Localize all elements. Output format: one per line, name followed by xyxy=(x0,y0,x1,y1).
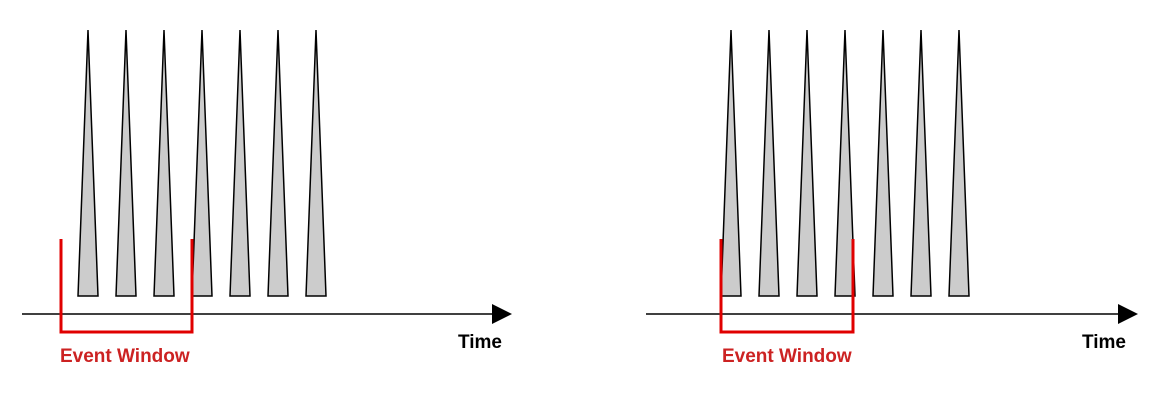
time-axis-label-left: Time xyxy=(458,332,502,353)
pulse xyxy=(758,29,780,297)
event-window-label-left: Event Window xyxy=(60,346,190,367)
right-panel: Time Event Window xyxy=(646,29,1138,367)
pulse xyxy=(910,29,932,297)
pulse xyxy=(153,29,175,297)
pulse xyxy=(115,29,137,297)
pulse xyxy=(191,29,213,297)
pulse xyxy=(267,29,289,297)
event-window-bracket-left xyxy=(59,239,194,334)
time-axis-label-right: Time xyxy=(1082,332,1126,353)
pulse-train-left xyxy=(77,29,327,297)
pulse xyxy=(229,29,251,297)
pulse xyxy=(305,29,327,297)
pulse xyxy=(796,29,818,297)
pulse-train-right xyxy=(720,29,970,297)
time-axis-arrowhead-right xyxy=(1118,304,1138,324)
time-axis-arrowhead-left xyxy=(492,304,512,324)
pulse xyxy=(834,29,856,297)
pulse xyxy=(720,29,742,297)
event-window-label-right: Event Window xyxy=(722,346,852,367)
event-window-bracket-right xyxy=(719,239,855,334)
pulse xyxy=(77,29,99,297)
pulse xyxy=(872,29,894,297)
pulse xyxy=(948,29,970,297)
left-panel: Time Event Window xyxy=(22,29,512,367)
